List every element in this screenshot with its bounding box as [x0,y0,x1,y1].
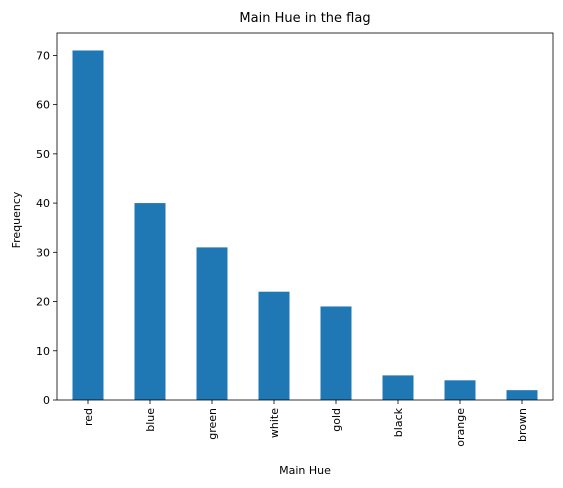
y-tick-label: 50 [36,148,50,161]
y-tick-label: 30 [36,246,50,259]
y-tick-label: 0 [43,394,50,407]
x-tick-label: green [206,408,219,440]
bars-group [72,50,538,400]
bar-brown [506,390,538,400]
x-axis-label: Main Hue [279,464,331,477]
y-axis-label: Frequency [10,191,23,248]
y-tick-label: 70 [36,49,50,62]
bar-gold [320,306,352,400]
x-tick-label: brown [516,408,529,442]
x-tick-label: blue [144,408,157,432]
y-tick-label: 40 [36,197,50,210]
y-tick-label: 60 [36,99,50,112]
bar-blue [134,203,166,400]
x-axis-ticks: red blue green white gold black orange brown [82,400,529,447]
x-tick-label: orange [454,408,467,447]
x-tick-label: red [82,408,95,426]
x-tick-label: white [268,408,281,438]
plot-frame [56,32,554,401]
bar-green [196,247,228,400]
bar-red [72,50,104,400]
y-axis-ticks: 0 10 20 30 40 50 60 70 [36,49,57,407]
bar-white [258,291,290,400]
x-tick-label: black [392,407,405,437]
bar-black [382,375,414,400]
chart-title: Main Hue in the flag [239,11,370,26]
y-tick-label: 10 [36,345,50,358]
y-tick-label: 20 [36,296,50,309]
bar-orange [444,380,476,400]
x-tick-label: gold [330,408,343,432]
